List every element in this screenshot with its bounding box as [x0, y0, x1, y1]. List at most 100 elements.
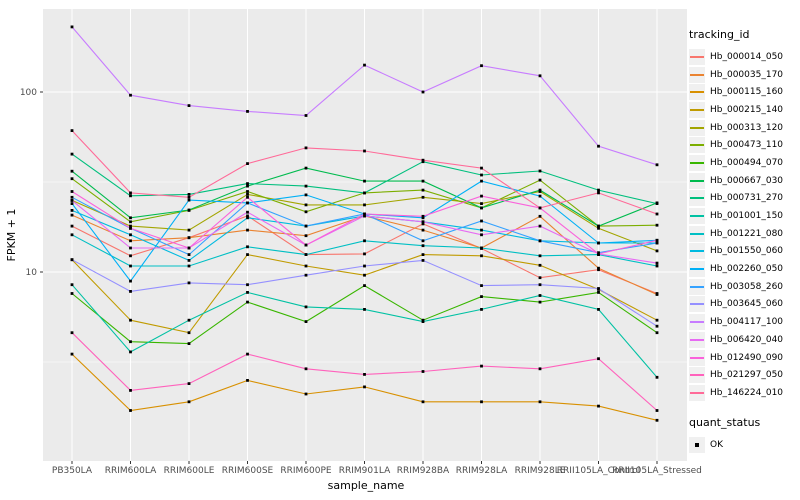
data-point: [538, 194, 542, 198]
data-point: [129, 233, 132, 237]
data-point: [304, 264, 308, 268]
data-point: [70, 202, 74, 205]
data-point: [480, 206, 483, 210]
legend-item-Hb_006420_040: Hb_006420_040: [689, 331, 799, 349]
data-point: [655, 293, 659, 296]
legend-title-tracking-id: tracking_id: [689, 28, 750, 41]
data-point: [70, 190, 74, 193]
series-color-key-icon: [689, 225, 705, 242]
series-color-key-icon: [689, 119, 705, 136]
data-point: [70, 292, 74, 295]
data-point: [70, 352, 74, 356]
data-point: [70, 169, 74, 173]
data-point: [363, 191, 366, 195]
data-point: [187, 259, 191, 262]
legend-item-Hb_000494_070: Hb_000494_070: [689, 154, 799, 172]
data-point: [538, 276, 542, 280]
data-point: [480, 228, 483, 232]
data-point: [655, 418, 659, 422]
legend-label: Hb_003058_260: [710, 281, 784, 292]
x-axis-title: sample_name: [328, 479, 405, 492]
x-tick-label: RRIM928LE: [515, 466, 566, 476]
data-point: [246, 216, 249, 220]
data-point: [363, 308, 366, 311]
data-point: [187, 382, 191, 385]
data-point: [129, 350, 132, 354]
data-point: [421, 259, 425, 262]
data-point: [363, 284, 366, 287]
series-color-key-icon: [689, 243, 705, 260]
legend-label: Hb_000215_140: [710, 104, 784, 115]
legend-title-quant-status: quant_status: [689, 415, 761, 429]
legend-label: Hb_000313_120: [710, 122, 784, 133]
data-point: [480, 295, 483, 298]
data-point: [597, 404, 600, 408]
series-color-key-icon: [689, 296, 705, 313]
legend-item-Hb_000473_110: Hb_000473_110: [689, 136, 799, 154]
data-point: [304, 224, 308, 228]
data-point: [480, 400, 483, 404]
data-point: [304, 146, 308, 150]
legend-label: Hb_002260_050: [710, 264, 784, 275]
data-point: [597, 188, 600, 192]
data-point: [597, 252, 600, 256]
data-point: [538, 300, 542, 304]
data-point: [246, 184, 249, 188]
data-point: [187, 193, 191, 196]
data-point: [187, 400, 191, 404]
legend-item-Hb_000313_120: Hb_000313_120: [689, 119, 799, 137]
data-point: [129, 216, 132, 220]
data-point: [70, 25, 74, 29]
data-point: [246, 210, 249, 214]
data-point: [363, 63, 366, 67]
data-point: [538, 169, 542, 173]
series-color-key-icon: [689, 367, 705, 384]
x-tick-label: RRIM600SE: [222, 466, 274, 476]
data-point: [597, 291, 600, 294]
data-point: [480, 364, 483, 368]
data-point: [363, 214, 366, 218]
data-point: [70, 195, 74, 199]
series-color-key-icon: [689, 172, 705, 189]
data-point: [597, 226, 600, 230]
series-color-key-icon: [689, 349, 705, 366]
data-point: [70, 209, 74, 212]
data-point: [655, 241, 659, 245]
data-point: [480, 166, 483, 170]
data-point: [655, 318, 659, 322]
data-point: [304, 203, 308, 207]
data-point: [597, 241, 600, 245]
data-point: [304, 367, 308, 371]
data-point: [246, 190, 249, 193]
data-point: [246, 201, 249, 205]
legend-item-Hb_000115_160: Hb_000115_160: [689, 83, 799, 101]
legend-label: Hb_000667_030: [710, 175, 784, 186]
series-color-key-icon: [689, 154, 705, 171]
legend-item-quant-ok: OK: [689, 436, 799, 454]
legend-item-Hb_021297_050: Hb_021297_050: [689, 366, 799, 384]
data-point: [480, 173, 483, 177]
legend-item-Hb_002260_050: Hb_002260_050: [689, 260, 799, 278]
data-point: [70, 177, 74, 181]
data-point: [655, 331, 659, 335]
data-point: [421, 158, 425, 162]
data-point: [70, 331, 74, 335]
data-point: [129, 93, 132, 97]
x-tick-label: RRIM600PE: [280, 466, 332, 476]
data-point: [70, 233, 74, 237]
data-point: [597, 266, 600, 270]
data-point: [538, 178, 542, 182]
data-point: [187, 253, 191, 256]
series-color-key-icon: [689, 261, 705, 278]
data-point: [187, 236, 191, 240]
x-tick-label: RRII105LA_Stressed: [612, 466, 702, 476]
data-point: [246, 300, 249, 304]
data-point: [421, 318, 425, 322]
data-point: [421, 400, 425, 404]
data-point: [129, 224, 132, 228]
data-point: [129, 264, 132, 268]
legend-label: Hb_003645_060: [710, 299, 784, 310]
x-tick-label: RRIM928BA: [397, 466, 450, 476]
legend-label: Hb_000035_170: [710, 69, 784, 80]
data-point: [538, 400, 542, 404]
